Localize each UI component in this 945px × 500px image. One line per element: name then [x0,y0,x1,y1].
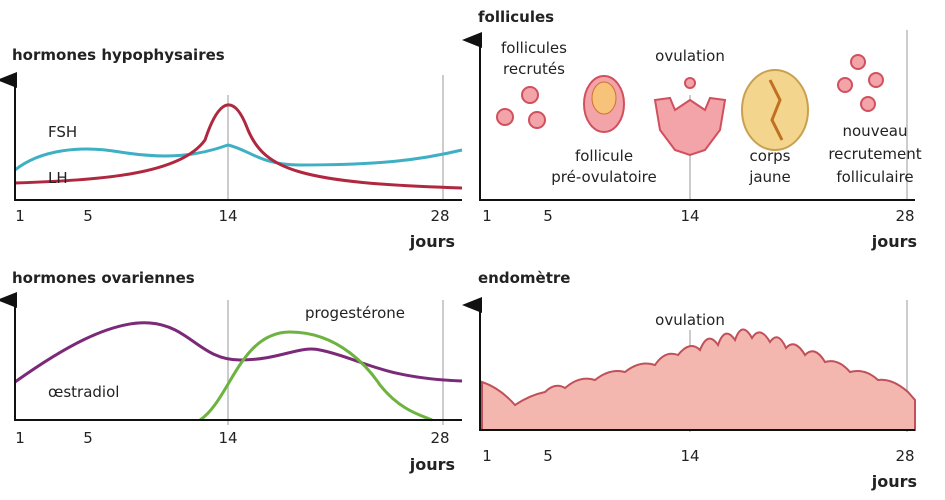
panel-title: follicules [478,8,554,26]
follicle-core [591,81,617,115]
stage-label: follicule [575,147,633,165]
stage-label: nouveau [843,122,908,140]
curve-label: FSH [48,123,77,141]
stage-label: ovulation [655,47,725,65]
stage-label: follicules [501,39,567,57]
axis-label: jours [409,455,455,474]
x-tick-label: 1 [15,207,25,225]
x-tick-label: 14 [218,429,237,447]
x-tick-label: 28 [430,207,449,225]
stage-label: folliculaire [836,168,913,186]
x-tick-label: 14 [218,207,237,225]
fsh-curve [14,143,463,172]
annotation: ovulation [655,311,725,329]
axis-label: jours [409,232,455,251]
panel-title: endomètre [478,269,570,287]
x-tick-label: 14 [680,447,699,465]
x-tick-label: 1 [482,207,492,225]
x-tick-label: 14 [680,207,699,225]
panel-follicules [462,30,915,201]
x-tick-label: 1 [482,447,492,465]
panel-endometre [462,297,916,432]
ticks: 1 5 14 28 jours 1 5 14 28 jours 1 5 14 28 jours 1 5 14 28 j… [15,207,917,491]
lh-curve [14,103,463,190]
x-tick-label: 28 [430,429,449,447]
x-tick-label: 1 [15,429,25,447]
curve-label: progestérone [305,304,405,322]
stage-label: recrutés [503,60,565,78]
axis-label: jours [871,232,917,251]
x-tick-label: 5 [83,207,93,225]
oestradiol-curve [14,321,463,384]
progesterone-curve [199,330,433,422]
x-tick-label: 28 [895,207,914,225]
stage-label: recrutement [828,145,921,163]
stage-label: pré-ovulatoire [551,168,657,186]
panel-hypophysaires [0,72,463,201]
stage-label: corps [750,147,791,165]
curve-label: œstradiol [48,383,119,401]
panel-ovariennes [0,292,463,425]
panel-title: hormones hypophysaires [12,46,225,64]
axis-label: jours [871,472,917,491]
x-tick-label: 28 [895,447,914,465]
stage-label: jaune [748,168,791,186]
x-tick-label: 5 [543,447,553,465]
endometrium [481,328,916,431]
follicles [496,54,884,157]
x-tick-label: 5 [543,207,553,225]
x-tick-label: 5 [83,429,93,447]
corps-jaune-scar [768,79,784,141]
panel-title: hormones ovariennes [12,269,195,287]
curve-label: LH [48,169,68,187]
